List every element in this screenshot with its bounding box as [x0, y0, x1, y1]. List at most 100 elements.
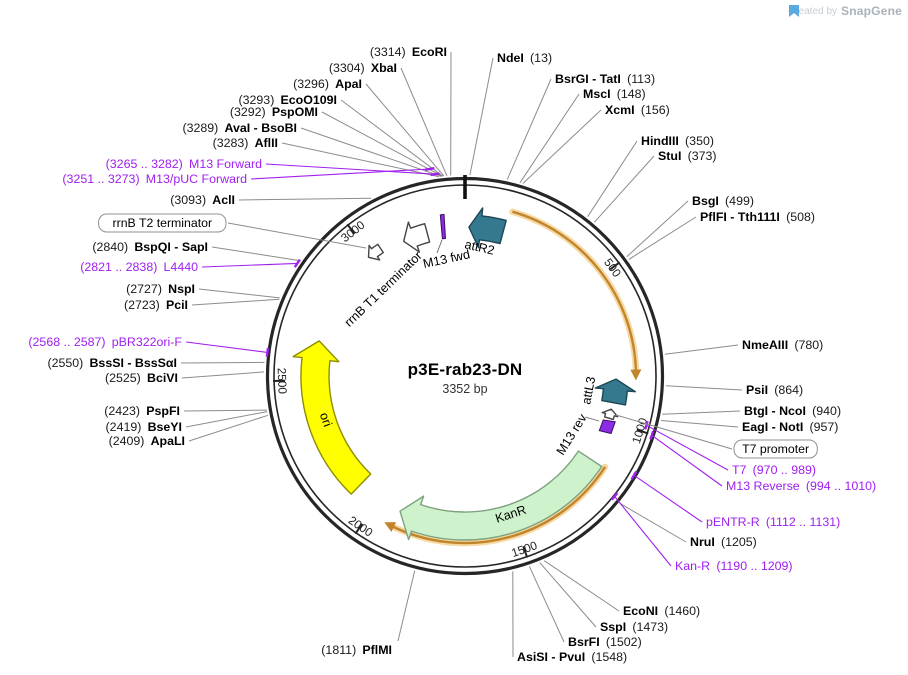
enzyme-label-EcoO109I[interactable]: (3293) EcoO109I — [239, 93, 338, 107]
leader-line-PciI — [191, 298, 280, 306]
feature-rrnB-T2-terminator[interactable] — [367, 243, 384, 261]
tick-3000 — [346, 223, 356, 235]
leader-line-ApaLI — [188, 414, 269, 442]
boxed-label-leader-rrnBT2terminator — [227, 222, 367, 249]
feature-ori[interactable] — [292, 340, 372, 495]
orf-arc-orf-kanr[interactable] — [390, 466, 607, 545]
leader-line-AclI — [238, 197, 372, 201]
primer-label-M13Forward[interactable]: (3265 .. 3282) M13 Forward — [106, 157, 262, 171]
feature-KanR[interactable] — [399, 450, 603, 541]
enzyme-label-NmeAIII[interactable]: NmeAIII (780) — [742, 338, 823, 352]
leader-line-BsgI — [626, 200, 689, 258]
tick-500 — [609, 261, 621, 271]
enzyme-label-BsgI[interactable]: BsgI (499) — [692, 194, 754, 208]
leader-line-BtgI-NcoI — [662, 410, 741, 415]
enzyme-label-PflMI[interactable]: (1811) PflMI — [321, 643, 392, 657]
primer-label-M13Reverse[interactable]: M13 Reverse (994 .. 1010) — [726, 479, 876, 493]
feature-label-attR2[interactable]: attR2 — [463, 237, 495, 257]
leader-line-PflFI-Tth111I — [628, 216, 697, 260]
tick-1000 — [636, 428, 649, 435]
leader-line-AflII — [281, 142, 440, 178]
leader-line-PsiI — [665, 385, 743, 391]
primer-marker-M13-rev[interactable] — [598, 419, 616, 435]
enzyme-label-HindIII[interactable]: HindIII (350) — [641, 134, 714, 148]
boxed-label-text-rrnBT2terminator[interactable]: rrnB T2 terminator — [113, 216, 213, 230]
feature-label-ori[interactable]: ori — [317, 411, 335, 429]
leader-line-BsrFI — [528, 566, 565, 643]
enzyme-label-ApaLI[interactable]: (2409) ApaLI — [109, 434, 185, 448]
primer-leader-T7 — [646, 424, 729, 471]
enzyme-label-BsrGI-TatI[interactable]: BsrGI - TatI (113) — [555, 72, 655, 86]
primer-marker-label-M13-fwd[interactable]: M13 fwd — [422, 247, 471, 271]
primer-leader-pBR322ori-F — [185, 341, 268, 353]
orf-arc-orf-top[interactable] — [512, 210, 638, 373]
enzyme-label-PflFI-Tth111I[interactable]: PflFI - Tth111I (508) — [700, 210, 815, 224]
enzyme-label-NspI[interactable]: (2727) NspI — [126, 282, 195, 296]
primer-leader-Kan-R — [614, 496, 672, 567]
primer-label-T7[interactable]: T7 (970 .. 989) — [732, 463, 816, 477]
primer-label-pBR322ori-F[interactable]: (2568 .. 2587) pBR322ori-F — [28, 335, 182, 349]
enzyme-label-AflII[interactable]: (3283) AflII — [213, 136, 278, 150]
leader-line-AvaI-BsoBI — [300, 127, 442, 177]
feature-label-rrnB-T1-terminator[interactable]: rrnB T1 terminator — [342, 249, 425, 330]
created-by-text: Created by — [788, 5, 838, 17]
feature-attR2[interactable] — [468, 207, 507, 249]
enzyme-label-NdeI[interactable]: NdeI (13) — [497, 51, 552, 65]
enzyme-label-XbaI[interactable]: (3304) XbaI — [329, 61, 397, 75]
leader-line-EagI-NotI — [660, 420, 739, 428]
leader-line-PspOMI — [321, 111, 443, 177]
enzyme-label-PspOMI[interactable]: (3292) PspOMI — [230, 105, 318, 119]
enzyme-label-ApaI[interactable]: (3296) ApaI — [293, 77, 362, 91]
enzyme-label-EagI-NotI[interactable]: EagI - NotI (957) — [742, 420, 838, 434]
leader-line-BciVI — [181, 371, 265, 379]
enzyme-label-PspFI[interactable]: (2423) PspFI — [104, 404, 180, 418]
primer-leader-M13pUCForward — [250, 168, 430, 180]
enzyme-label-PciI[interactable]: (2723) PciI — [124, 298, 188, 312]
enzyme-label-PsiI[interactable]: PsiI (864) — [746, 383, 803, 397]
enzyme-label-BseYI[interactable]: (2419) BseYI — [106, 420, 182, 434]
enzyme-label-BssSI-BssSαI[interactable]: (2550) BssSI - BssSαI — [47, 356, 177, 370]
tick-1500 — [522, 545, 529, 558]
boxed-label-text-T7promoter[interactable]: T7 promoter — [742, 442, 809, 456]
primer-label-pENTR-R[interactable]: pENTR-R (1112 .. 1131) — [706, 515, 840, 529]
enzyme-label-AsiSI-PvuI[interactable]: AsiSI - PvuI (1548) — [517, 650, 627, 664]
leader-line-PflMI — [397, 570, 416, 642]
leader-line-ApaI — [365, 83, 445, 177]
leader-line-XbaI — [400, 67, 448, 176]
enzyme-label-AclI[interactable]: (3093) AclI — [170, 193, 235, 207]
feature-label-attL3[interactable]: attL3 — [579, 375, 598, 405]
enzyme-label-StuI[interactable]: StuI (373) — [658, 149, 717, 163]
enzyme-label-EcoRI[interactable]: (3314) EcoRI — [370, 45, 447, 59]
boxed-label-box-rrnBT2terminator[interactable] — [98, 213, 227, 233]
enzyme-label-SspI[interactable]: SspI (1473) — [600, 620, 668, 634]
enzyme-label-BciVI[interactable]: (2525) BciVI — [105, 371, 178, 385]
primer-marker-M13-fwd[interactable] — [439, 213, 447, 240]
primer-marker-connector-M13-rev — [584, 416, 600, 422]
enzyme-label-MscI[interactable]: MscI (148) — [583, 87, 646, 101]
boxed-label-box-T7promoter[interactable] — [733, 439, 818, 459]
enzyme-label-BspQI-SapI[interactable]: (2840) BspQI - SapI — [92, 240, 208, 254]
feature-T7-promoter-arrow[interactable] — [601, 408, 619, 421]
enzyme-label-NruI[interactable]: NruI (1205) — [690, 535, 757, 549]
enzyme-label-XcmI[interactable]: XcmI (156) — [605, 103, 670, 117]
enzyme-label-BtgI-NcoI[interactable]: BtgI - NcoI (940) — [744, 404, 841, 418]
enzyme-label-AvaI-BsoBI[interactable]: (3289) AvaI - BsoBI — [182, 121, 297, 135]
feature-rrnB-T1-terminator[interactable] — [403, 221, 431, 253]
leader-line-NspI — [198, 288, 280, 299]
tick-2000 — [354, 523, 364, 535]
orf-arc-arrowhead-orf-top — [630, 369, 642, 381]
primer-label-M13pUCForward[interactable]: (3251 .. 3273) M13/pUC Forward — [62, 172, 247, 186]
primer-label-Kan-R[interactable]: Kan-R (1190 .. 1209) — [675, 559, 793, 573]
primer-label-L4440[interactable]: (2821 .. 2838) L4440 — [80, 260, 198, 274]
feature-attL3[interactable] — [594, 378, 636, 406]
enzyme-label-BsrFI[interactable]: BsrFI (1502) — [568, 635, 642, 649]
leader-line-BseYI — [185, 411, 268, 428]
enzyme-label-EcoNI[interactable]: EcoNI (1460) — [623, 604, 700, 618]
primer-marker-label-M13-rev[interactable]: M13 rev — [554, 411, 590, 458]
leader-line-StuI — [594, 155, 655, 223]
snapgene-watermark: Created by SnapGene — [788, 4, 902, 18]
leader-line-MscI — [519, 93, 580, 183]
primer-leader-M13Reverse — [651, 434, 723, 487]
